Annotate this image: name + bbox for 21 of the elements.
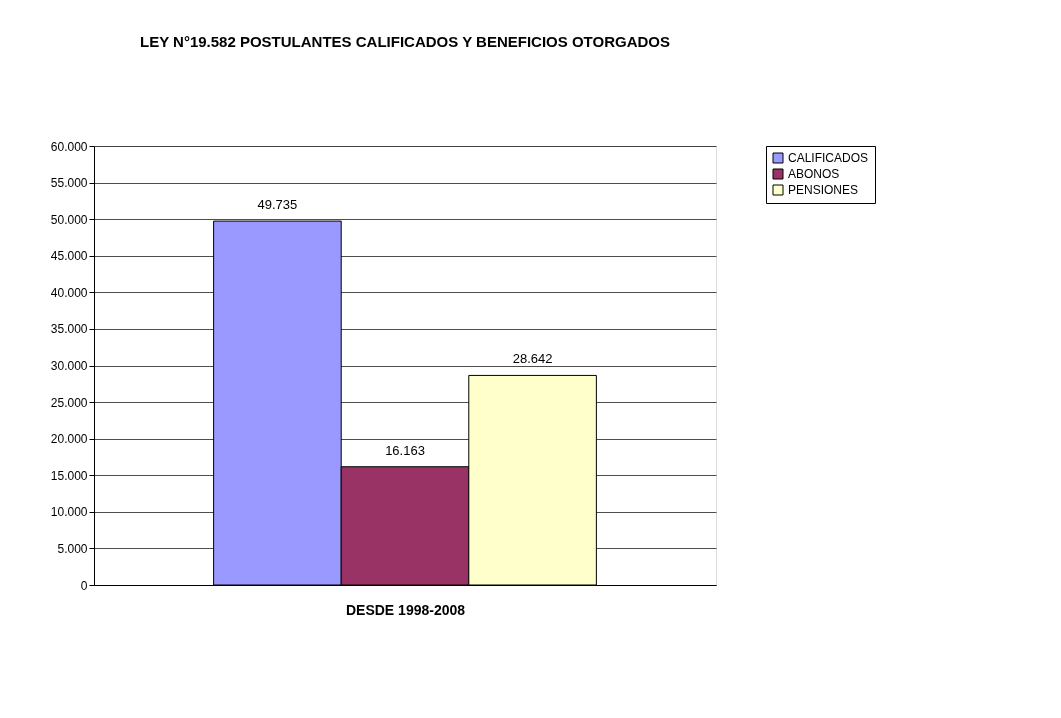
y-tick-label: 55.000	[50, 176, 88, 191]
y-tick-label: 0	[80, 578, 88, 593]
y-tick-label: 45.000	[50, 249, 88, 264]
data-label: 49.735	[257, 197, 298, 213]
x-axis-title: DESDE 1998-2008	[345, 601, 466, 618]
data-label: 16.163	[385, 442, 425, 458]
y-tick-label: 20.000	[50, 432, 88, 447]
y-tick-label: 40.000	[50, 285, 88, 300]
y-tick-label: 10.000	[50, 505, 88, 520]
legend-label: ABONOS	[788, 167, 840, 181]
y-tick-label: 5.000	[57, 541, 88, 556]
legend-label: PENSIONES	[788, 183, 859, 197]
y-tick-label: 50.000	[50, 212, 88, 227]
y-tick-label: 30.000	[50, 359, 88, 373]
y-tick-label: 60.000	[50, 139, 88, 154]
data-label: 28.642	[512, 351, 553, 367]
legend-label: CALIFICADOS	[788, 151, 869, 165]
y-tick-label: 25.000	[50, 395, 88, 410]
y-tick-label: 15.000	[50, 468, 88, 483]
y-tick-label: 35.000	[50, 322, 88, 337]
chart-title: LEY N°19.582 POSTULANTES CALIFICADOS Y BENEFICIOS OTORGADOS	[140, 33, 670, 50]
